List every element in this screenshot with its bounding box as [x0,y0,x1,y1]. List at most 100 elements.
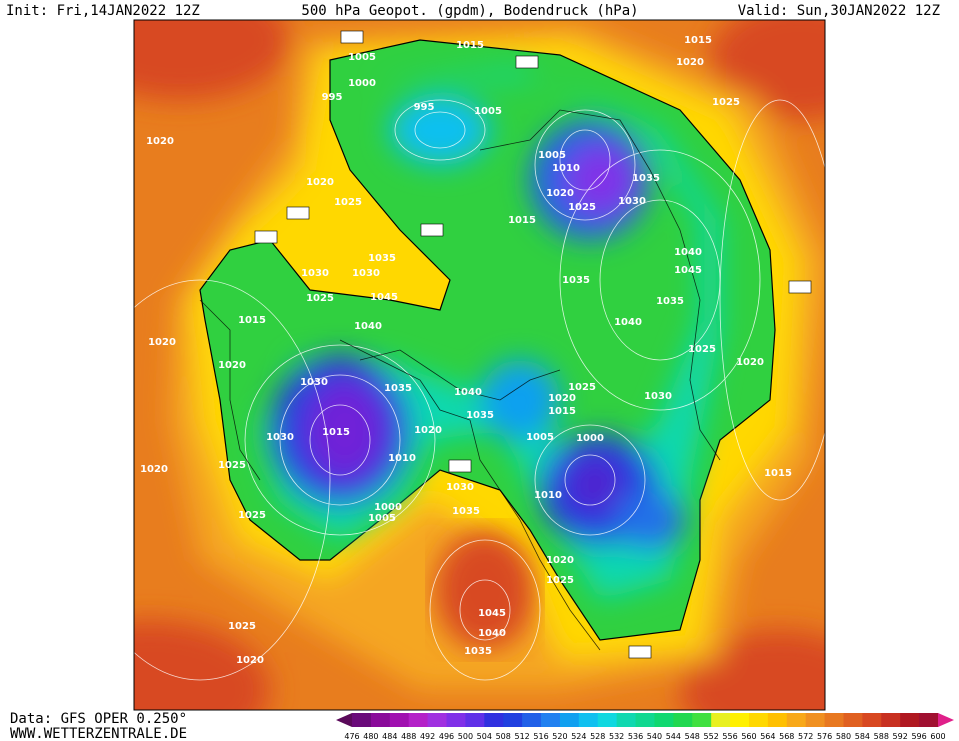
scale-swatch [484,713,504,727]
scale-swatch [389,713,410,727]
isobar-label: 1030 [618,196,646,207]
scale-label: 540 [647,732,662,741]
scale-label: 592 [893,732,908,741]
isobar-label: 1045 [370,292,398,303]
isobar-label: 1015 [548,406,576,417]
scale-swatch [881,713,901,727]
isobar-label: 1020 [736,357,764,368]
isobar-label: 1030 [266,432,294,443]
isobar-label: 1020 [546,555,574,566]
scale-swatch [503,713,523,727]
scale-swatch [767,713,788,727]
scale-swatch [919,713,939,727]
scale-label: 564 [760,732,775,741]
isobar-label: 1010 [552,163,580,174]
scale-swatch [408,713,429,727]
scale-swatch [597,713,618,727]
isobar-label: 1015 [764,468,792,479]
color-scale: 476 480 484 488 492 496 500 504 508 512 516 520 524 5… [336,713,954,741]
isobar-label: 1035 [562,275,590,286]
isobar-label: 1035 [368,253,396,264]
scale-swatch [843,713,863,727]
isobar-label: 1000 [348,78,376,89]
isobar-label: 1040 [614,317,642,328]
isobar-label: 1020 [146,136,174,147]
label-box [628,645,652,659]
scale-swatch [862,713,882,727]
isobar-label: 995 [322,92,343,103]
isobar-label: 1020 [306,177,334,188]
data-source: Data: GFS OPER 0.250° [10,711,187,727]
scale-swatch [711,713,731,727]
scale-label: 576 [817,732,832,741]
isobar-label: 1020 [148,337,176,348]
label-box [420,223,444,237]
isobar-labels: 552 1015 1005 552 1015 1020 1000 995 1025 995 1005… [140,30,812,666]
scale-swatch [805,713,826,727]
scale-label: 528 [590,732,605,741]
isobar-label: 1025 [238,510,266,521]
isobar-label: 1035 [632,173,660,184]
isobar-label: 1025 [218,460,246,471]
scale-swatch [352,713,372,727]
scale-label: 520 [552,732,567,741]
scale-label: 496 [439,732,454,741]
scale-label: 484 [382,732,397,741]
isobar-label: 1040 [674,247,702,258]
isobar-label: 1005 [538,150,566,161]
scale-label: 488 [401,732,416,741]
isobar-label: 1020 [676,57,704,68]
isobar-label: 1020 [414,425,442,436]
scale-swatch [673,713,693,727]
map [134,20,825,710]
scale-label: 588 [874,732,889,741]
scale-label: 572 [798,732,813,741]
isobar-label: 1030 [301,268,329,279]
scale-label: 512 [514,732,529,741]
isobar-label: 552 [517,57,538,68]
isobar-label: 1000 [374,502,402,513]
scale-swatch [541,713,561,727]
scale-swatch [559,713,580,727]
scale-label: 508 [496,732,511,741]
scale-label: 596 [911,732,926,741]
scale-label: 560 [741,732,756,741]
isobar-label: 552 [342,32,363,43]
scale-swatch [578,713,599,727]
isobar-label: 552 [790,282,811,293]
scale-label: 568 [779,732,794,741]
scale-label: 516 [533,732,548,741]
scale-label: 548 [685,732,700,741]
scale-label: 476 [344,732,359,741]
scale-label: 556 [722,732,737,741]
scale-arrow-high [938,713,954,727]
isobar-label: 1025 [306,293,334,304]
scale-swatch [446,713,466,727]
isobar-label: 1045 [674,265,702,276]
scale-swatch [370,713,391,727]
scale-swatch [900,713,920,727]
isobar-label: 552 [450,461,471,472]
label-box [515,55,539,69]
isobar-label: 1035 [384,383,412,394]
isobar-label: 1015 [322,427,350,438]
scale-swatch [522,713,542,727]
isobar-label: 1005 [474,106,502,117]
isobar-label: 995 [414,102,435,113]
isobar-label: 1015 [508,215,536,226]
isobar-label: 1020 [548,393,576,404]
scale-swatch [692,713,712,727]
isobar-label: 1035 [656,296,684,307]
map-title: 500 hPa Geopot. (gpdm), Bodendruck (hPa) [301,3,638,19]
isobar-label: 552 [630,647,651,658]
scale-label: 552 [704,732,719,741]
isobar-label: 1025 [568,202,596,213]
isobar-label: 1005 [348,52,376,63]
isobar-label: 1030 [644,391,672,402]
scale-swatch [635,713,655,727]
isobar-label: 1040 [478,628,506,639]
scale-label: 536 [628,732,643,741]
isobar-label: 1015 [684,35,712,46]
